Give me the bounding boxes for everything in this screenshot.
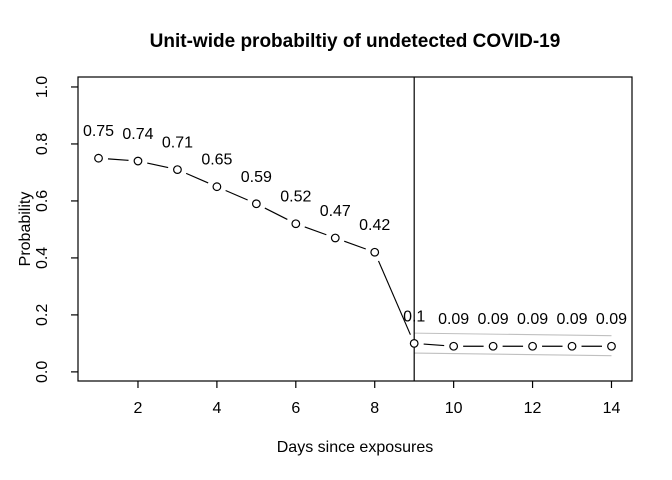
data-point [251, 199, 261, 209]
y-tick-label: 0.8 [34, 133, 51, 155]
y-tick-label: 0.2 [34, 304, 51, 326]
data-point-label: 0.75 [83, 123, 114, 140]
data-point [212, 182, 222, 192]
data-point [488, 341, 498, 351]
data-point [607, 341, 616, 351]
data-point-label: 0.74 [122, 126, 153, 143]
data-point [567, 341, 577, 351]
data-point-label: 0.09 [478, 311, 509, 328]
series-segment [264, 207, 288, 220]
data-point [330, 233, 340, 243]
series-segment [423, 343, 445, 347]
data-point-label: 0.59 [241, 169, 272, 186]
data-point [94, 153, 103, 163]
series-segment [147, 162, 169, 169]
x-tick-label: 6 [291, 400, 300, 417]
series-segment [185, 172, 209, 184]
data-point [528, 341, 537, 351]
x-tick-label: 4 [212, 400, 221, 417]
data-point-label: 0.09 [438, 311, 469, 328]
y-axis-label: Probability [17, 192, 34, 267]
y-tick-label: 0.0 [34, 361, 51, 383]
x-tick-label: 2 [134, 400, 143, 417]
x-tick-label: 10 [445, 400, 463, 417]
ci-upper-line [414, 332, 612, 337]
data-point-label: 0.09 [556, 311, 587, 328]
series-segment [107, 158, 129, 161]
data-point-label: 0.47 [320, 203, 351, 220]
data-point [291, 219, 301, 229]
series-segment [304, 226, 327, 236]
data-point [409, 338, 419, 348]
plot-border [77, 76, 633, 382]
data-point-label: 0.42 [359, 217, 390, 234]
ci-lower-line [414, 352, 612, 357]
data-point-label: 0.09 [517, 311, 548, 328]
data-point-label: 0.09 [596, 311, 627, 328]
chart-title: Unit-wide probabiltiy of undetected COVI… [150, 31, 561, 52]
data-point-label: 0.65 [201, 152, 232, 169]
data-point [449, 341, 459, 351]
data-point-label: 0.1 [403, 308, 425, 325]
x-tick-label: 14 [603, 400, 621, 417]
x-tick-label: 12 [524, 400, 542, 417]
series-segment [377, 260, 411, 335]
plot-area: 2 4 6 8 10 12 14 0.0 0.2 0.4 0.6 0.8 1.0 0.75 0.74 0.71… [34, 76, 633, 417]
series-segment [225, 189, 248, 201]
series-segment [344, 240, 366, 250]
y-tick-label: 1.0 [34, 76, 51, 98]
data-point [370, 247, 380, 257]
y-tick-label: 0.6 [34, 190, 51, 212]
data-point [173, 165, 182, 174]
data-point-label: 0.52 [280, 189, 311, 206]
data-point-label: 0.71 [162, 135, 193, 152]
x-axis-label: Days since exposures [277, 439, 434, 456]
y-tick-label: 0.4 [34, 247, 51, 269]
data-point [133, 156, 143, 166]
x-tick-label: 8 [370, 400, 379, 417]
